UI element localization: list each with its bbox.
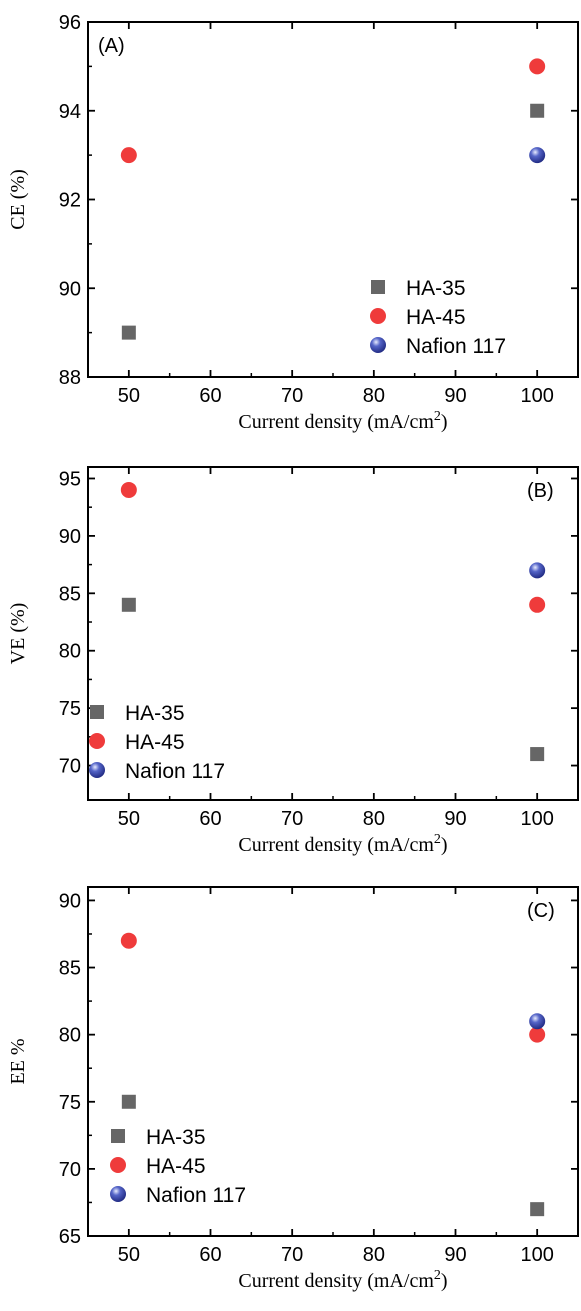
x-tick-label: 70 <box>281 1244 303 1266</box>
data-point-ha-35 <box>530 103 545 118</box>
y-tick-label: 94 <box>59 101 81 123</box>
legend-label: HA-45 <box>146 1155 206 1178</box>
x-axis-label: Current density (mA/cm2) <box>238 1268 447 1292</box>
data-point-nafion-117 <box>529 1013 546 1030</box>
plot-frame <box>87 21 579 378</box>
y-tick-label: 90 <box>59 526 81 548</box>
data-point-ha-35 <box>121 1094 136 1109</box>
legend-label: HA-45 <box>406 306 466 329</box>
data-point-ha-35 <box>530 747 545 762</box>
x-axis-label: Current density (mA/cm2) <box>238 409 447 433</box>
x-tick-label: 50 <box>118 1244 140 1266</box>
y-tick-label: 85 <box>59 583 81 605</box>
y-tick-label: 88 <box>59 367 81 389</box>
legend-marker <box>110 1157 126 1173</box>
legend-label: HA-35 <box>406 277 466 300</box>
y-axis-label: CE (%) <box>7 169 29 230</box>
x-tick-label: 90 <box>444 1244 466 1266</box>
legend-label: HA-35 <box>125 702 185 725</box>
y-tick-label: 75 <box>59 1092 81 1114</box>
legend-marker <box>89 733 105 749</box>
y-tick-label: 85 <box>59 958 81 980</box>
data-point-ha-45 <box>529 1026 546 1043</box>
y-tick-label: 95 <box>59 468 81 490</box>
x-tick-label: 80 <box>363 385 385 407</box>
data-point-ha-45 <box>529 596 546 613</box>
x-tick-label: 50 <box>118 808 140 830</box>
panel-label: (B) <box>527 480 554 502</box>
x-tick-label: 100 <box>520 385 553 407</box>
legend-marker <box>110 1186 126 1202</box>
legend-label: HA-35 <box>146 1126 206 1149</box>
y-tick-label: 92 <box>59 190 81 212</box>
y-tick-label: 90 <box>59 890 81 912</box>
data-point-ha-45 <box>120 481 137 498</box>
data-point-nafion-117 <box>529 147 546 164</box>
data-point-ha-45 <box>529 58 546 75</box>
legend-label: Nafion 117 <box>125 760 225 783</box>
data-point-ha-35 <box>121 597 136 612</box>
data-point-ha-35 <box>121 325 136 340</box>
y-tick-label: 80 <box>59 1025 81 1047</box>
data-point-nafion-117 <box>529 562 546 579</box>
x-tick-label: 60 <box>199 385 221 407</box>
legend-marker <box>90 705 104 719</box>
x-tick-label: 80 <box>363 1244 385 1266</box>
x-tick-label: 60 <box>199 808 221 830</box>
data-point-ha-35 <box>530 1202 545 1217</box>
data-point-ha-45 <box>120 147 137 164</box>
legend-marker <box>371 280 385 294</box>
y-tick-label: 80 <box>59 641 81 663</box>
legend-marker <box>370 337 386 353</box>
x-tick-label: 90 <box>444 808 466 830</box>
y-tick-label: 65 <box>59 1226 81 1248</box>
y-axis-label: EE % <box>7 1038 29 1084</box>
y-tick-label: 70 <box>59 1159 81 1181</box>
y-tick-label: 96 <box>59 12 81 34</box>
x-tick-label: 100 <box>520 1244 553 1266</box>
chart-panel-a: 50 60 70 80 90 100 88 90 92 94 96 Current density (… <box>7 12 579 433</box>
x-axis-label: Current density (mA/cm2) <box>238 832 447 856</box>
y-tick-label: 70 <box>59 756 81 778</box>
x-tick-label: 60 <box>199 1244 221 1266</box>
legend-marker <box>89 762 105 778</box>
y-tick-label: 90 <box>59 278 81 300</box>
legend: HA-35 HA-45 Nafion 117 <box>370 277 506 358</box>
x-tick-label: 100 <box>520 808 553 830</box>
legend-marker <box>111 1129 125 1143</box>
y-axis-label: VE (%) <box>7 603 29 665</box>
legend-label: HA-45 <box>125 731 185 754</box>
legend-label: Nafion 117 <box>146 1184 246 1207</box>
chart-panel-b: 50 60 70 80 90 100 70 75 80 85 90 95 Current density… <box>7 466 579 856</box>
legend: HA-35 HA-45 Nafion 117 <box>89 702 225 783</box>
x-tick-label: 90 <box>444 385 466 407</box>
x-tick-label: 50 <box>118 385 140 407</box>
legend: HA-35 HA-45 Nafion 117 <box>110 1126 246 1207</box>
panel-label: (C) <box>527 900 555 922</box>
x-tick-label: 70 <box>281 385 303 407</box>
legend-marker <box>370 308 386 324</box>
panel-label: (A) <box>98 35 125 57</box>
x-tick-label: 70 <box>281 808 303 830</box>
data-point-ha-45 <box>120 932 137 949</box>
legend-label: Nafion 117 <box>406 335 506 358</box>
y-tick-label: 75 <box>59 698 81 720</box>
x-tick-label: 80 <box>363 808 385 830</box>
